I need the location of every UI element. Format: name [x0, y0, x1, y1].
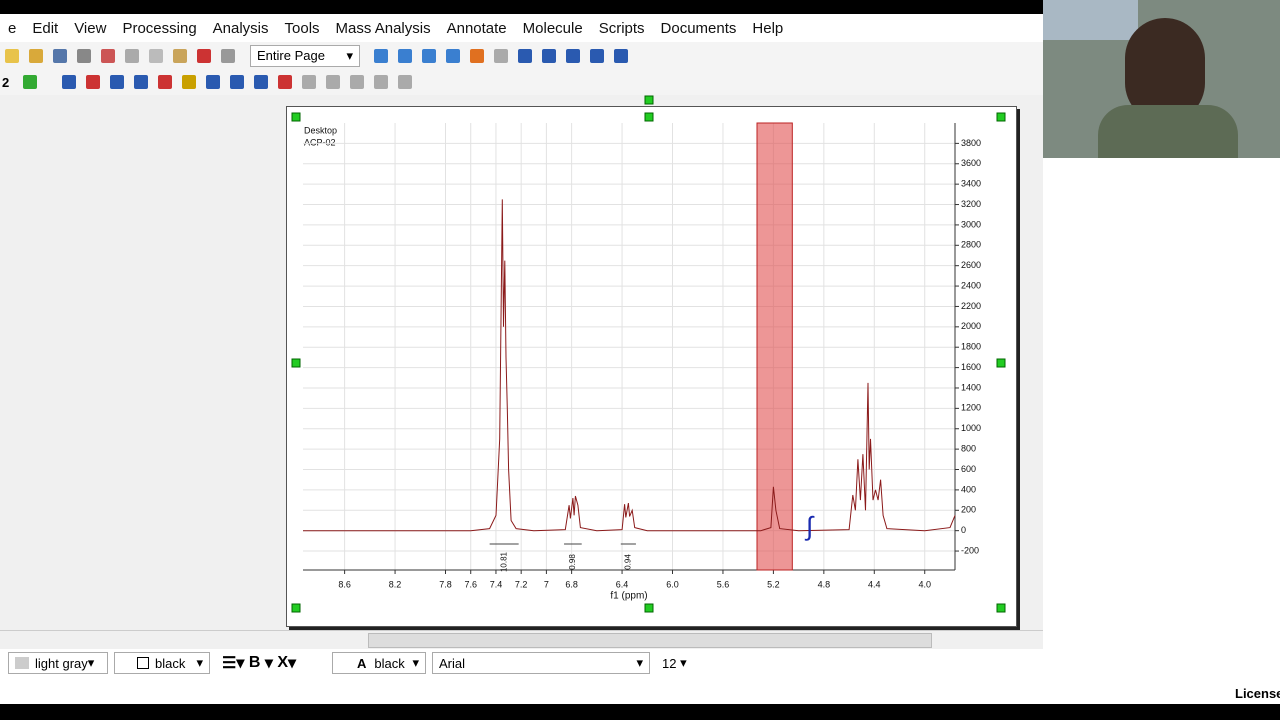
dropdown-text: Arial: [439, 655, 466, 671]
y-tick-label: 200: [961, 505, 976, 515]
y-tick-label: 2200: [961, 301, 981, 311]
zoom-dropdown[interactable]: Entire Page ▾: [250, 44, 360, 67]
menu-item[interactable]: e: [8, 19, 17, 37]
top-edge: [0, 0, 1280, 14]
menu-item[interactable]: View: [74, 19, 107, 37]
license-text: License: [1235, 686, 1280, 701]
y-tick-label: 2800: [961, 240, 981, 250]
x-tick-label: 4.8: [818, 579, 831, 589]
y-tick-label: 3200: [961, 199, 981, 209]
x-tick-label: 7.2: [515, 579, 528, 589]
text-style[interactable]: ☰▾ B ▾ X ▾: [216, 652, 326, 674]
y-tick-label: 1400: [961, 382, 981, 392]
dropdown-text: black: [155, 655, 186, 671]
resize-handle: [996, 358, 1006, 368]
x-tick-label: 4.0: [918, 579, 931, 589]
dropdown-text: 12: [662, 655, 677, 671]
y-tick-label: 1600: [961, 362, 981, 372]
dropdown-text: black: [374, 655, 405, 671]
toolbar-label: 2: [2, 74, 10, 90]
menu-bar: e Edit View Processing Analysis Tools Mass Ana…: [0, 14, 791, 42]
integral-label: 0.94: [623, 554, 632, 570]
y-tick-label: 3800: [961, 138, 981, 148]
integral-label: 0.98: [568, 554, 577, 570]
menu-item[interactable]: Annotate: [446, 19, 507, 37]
menu-item[interactable]: Edit: [32, 19, 59, 37]
x-tick-label: 5.2: [767, 579, 780, 589]
resize-handle: [996, 603, 1006, 613]
y-tick-label: 1200: [961, 403, 981, 413]
toolbar-2: 2: [0, 69, 1043, 95]
annotation: Desktop: [304, 125, 337, 135]
y-tick-label: 400: [961, 484, 976, 494]
resize-handle: [291, 358, 301, 368]
x-tick-label: 7: [544, 579, 549, 589]
x-tick-label: 6.4: [616, 579, 629, 589]
webcam-overlay: [1043, 0, 1280, 158]
bottom-edge: [0, 704, 1280, 720]
x-tick-label: 7.4: [490, 579, 503, 589]
x-tick-label: 6.8: [565, 579, 578, 589]
annotation: ACP-02: [304, 137, 336, 147]
x-tick-label: 4.4: [868, 579, 881, 589]
y-tick-label: 2400: [961, 280, 981, 290]
x-tick-label: 6.0: [666, 579, 679, 589]
y-tick-label: 3000: [961, 219, 981, 229]
y-tick-label: 800: [961, 444, 976, 454]
line-dropdown[interactable]: black ▾: [114, 652, 210, 674]
fill-dropdown[interactable]: light gray ▾: [8, 652, 108, 674]
resize-handle: [644, 603, 654, 613]
size-dropdown[interactable]: 12 ▾: [656, 652, 696, 674]
y-tick-label: -200: [961, 545, 979, 555]
dropdown-text: light gray: [35, 655, 88, 671]
subscript-button[interactable]: X: [277, 654, 288, 671]
integral-label: 10.81: [499, 551, 508, 572]
menu-item[interactable]: Processing: [122, 19, 197, 37]
dropdown-text: Entire Page: [257, 48, 325, 63]
y-tick-label: 0: [961, 525, 966, 535]
scrollbar[interactable]: [0, 630, 1043, 649]
font-dropdown[interactable]: Arial ▾: [432, 652, 650, 674]
resize-handle: [644, 112, 654, 122]
page: [286, 106, 1017, 627]
menu-item[interactable]: Scripts: [598, 19, 645, 37]
y-tick-label: 600: [961, 464, 976, 474]
menu-item[interactable]: Tools: [284, 19, 320, 37]
x-tick-label: 8.6: [338, 579, 351, 589]
toolbar-1: Entire Page ▾: [0, 42, 1043, 69]
y-tick-label: 2000: [961, 321, 981, 331]
y-tick-label: 3600: [961, 158, 981, 168]
y-tick-label: 2600: [961, 260, 981, 270]
y-tick-label: 1800: [961, 342, 981, 352]
resize-handle: [291, 603, 301, 613]
bold-button[interactable]: B: [248, 654, 261, 671]
y-tick-label: 1000: [961, 423, 981, 433]
x-tick-label: 8.2: [389, 579, 402, 589]
x-axis-label: f1 (ppm): [610, 591, 647, 602]
menu-item[interactable]: Help: [752, 19, 784, 37]
menu-item[interactable]: Analysis: [212, 19, 269, 37]
x-tick-label: 7.8: [439, 579, 452, 589]
menu-item[interactable]: Mass Analysis: [335, 19, 431, 37]
x-tick-label: 7.6: [464, 579, 477, 589]
resize-handle: [644, 95, 654, 105]
y-tick-label: 3400: [961, 179, 981, 189]
x-tick-label: 5.6: [717, 579, 730, 589]
spectrum-line: [303, 199, 956, 532]
resize-handle: [291, 112, 301, 122]
integral-cursor: ∫: [804, 511, 815, 541]
menu-item[interactable]: Documents: [660, 19, 737, 37]
resize-handle: [996, 112, 1006, 122]
menu-item[interactable]: Molecule: [522, 19, 583, 37]
